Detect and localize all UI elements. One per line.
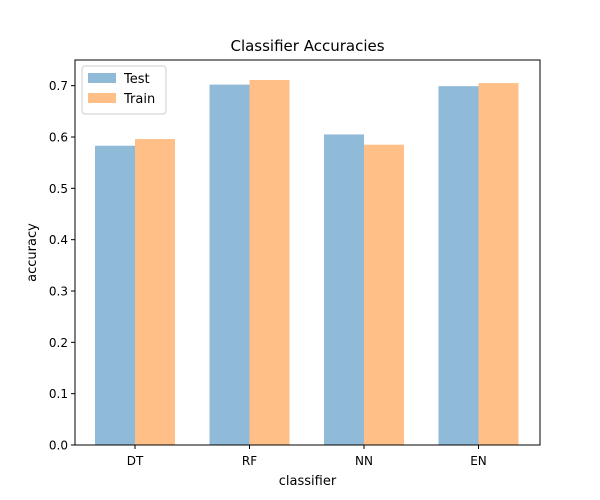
- x-axis-label: classifier: [279, 474, 337, 489]
- x-tick-label-en: EN: [470, 454, 487, 468]
- x-tick-label-dt: DT: [127, 454, 144, 468]
- bars-layer: [95, 80, 519, 446]
- y-axis-label: accuracy: [25, 223, 40, 282]
- bar-test-nn: [324, 134, 364, 445]
- bar-train-rf: [249, 80, 290, 446]
- legend: Test Train: [81, 65, 167, 115]
- legend-label-train: Train: [123, 92, 155, 107]
- y-tick-label: 0.1: [49, 387, 68, 401]
- bar-test-dt: [95, 145, 135, 445]
- y-tick-label: 0.0: [49, 439, 68, 453]
- bar-test-en: [438, 86, 479, 446]
- y-tick-label: 0.3: [49, 285, 68, 299]
- y-tick-label: 0.4: [49, 233, 68, 247]
- chart-title: Classifier Accuracies: [230, 37, 384, 55]
- y-tick-label: 0.6: [49, 131, 68, 145]
- bar-test-rf: [209, 84, 250, 445]
- legend-swatch-test: [88, 73, 116, 83]
- legend-label-test: Test: [123, 72, 150, 87]
- bar-train-dt: [135, 139, 175, 445]
- legend-swatch-train: [88, 93, 116, 103]
- x-axis: DT RF NN EN: [127, 445, 487, 468]
- y-tick-label: 0.7: [49, 79, 68, 93]
- bar-train-en: [478, 83, 519, 445]
- plot-frame: [74, 59, 541, 446]
- y-tick-label: 0.5: [49, 182, 68, 196]
- x-tick-label-nn: NN: [355, 454, 373, 468]
- y-tick-label: 0.2: [49, 336, 68, 350]
- y-axis: 0.0 0.1 0.2 0.3 0.4 0.5 0.6 0.7: [49, 79, 75, 453]
- bar-train-nn: [364, 144, 404, 445]
- x-tick-label-rf: RF: [242, 454, 257, 468]
